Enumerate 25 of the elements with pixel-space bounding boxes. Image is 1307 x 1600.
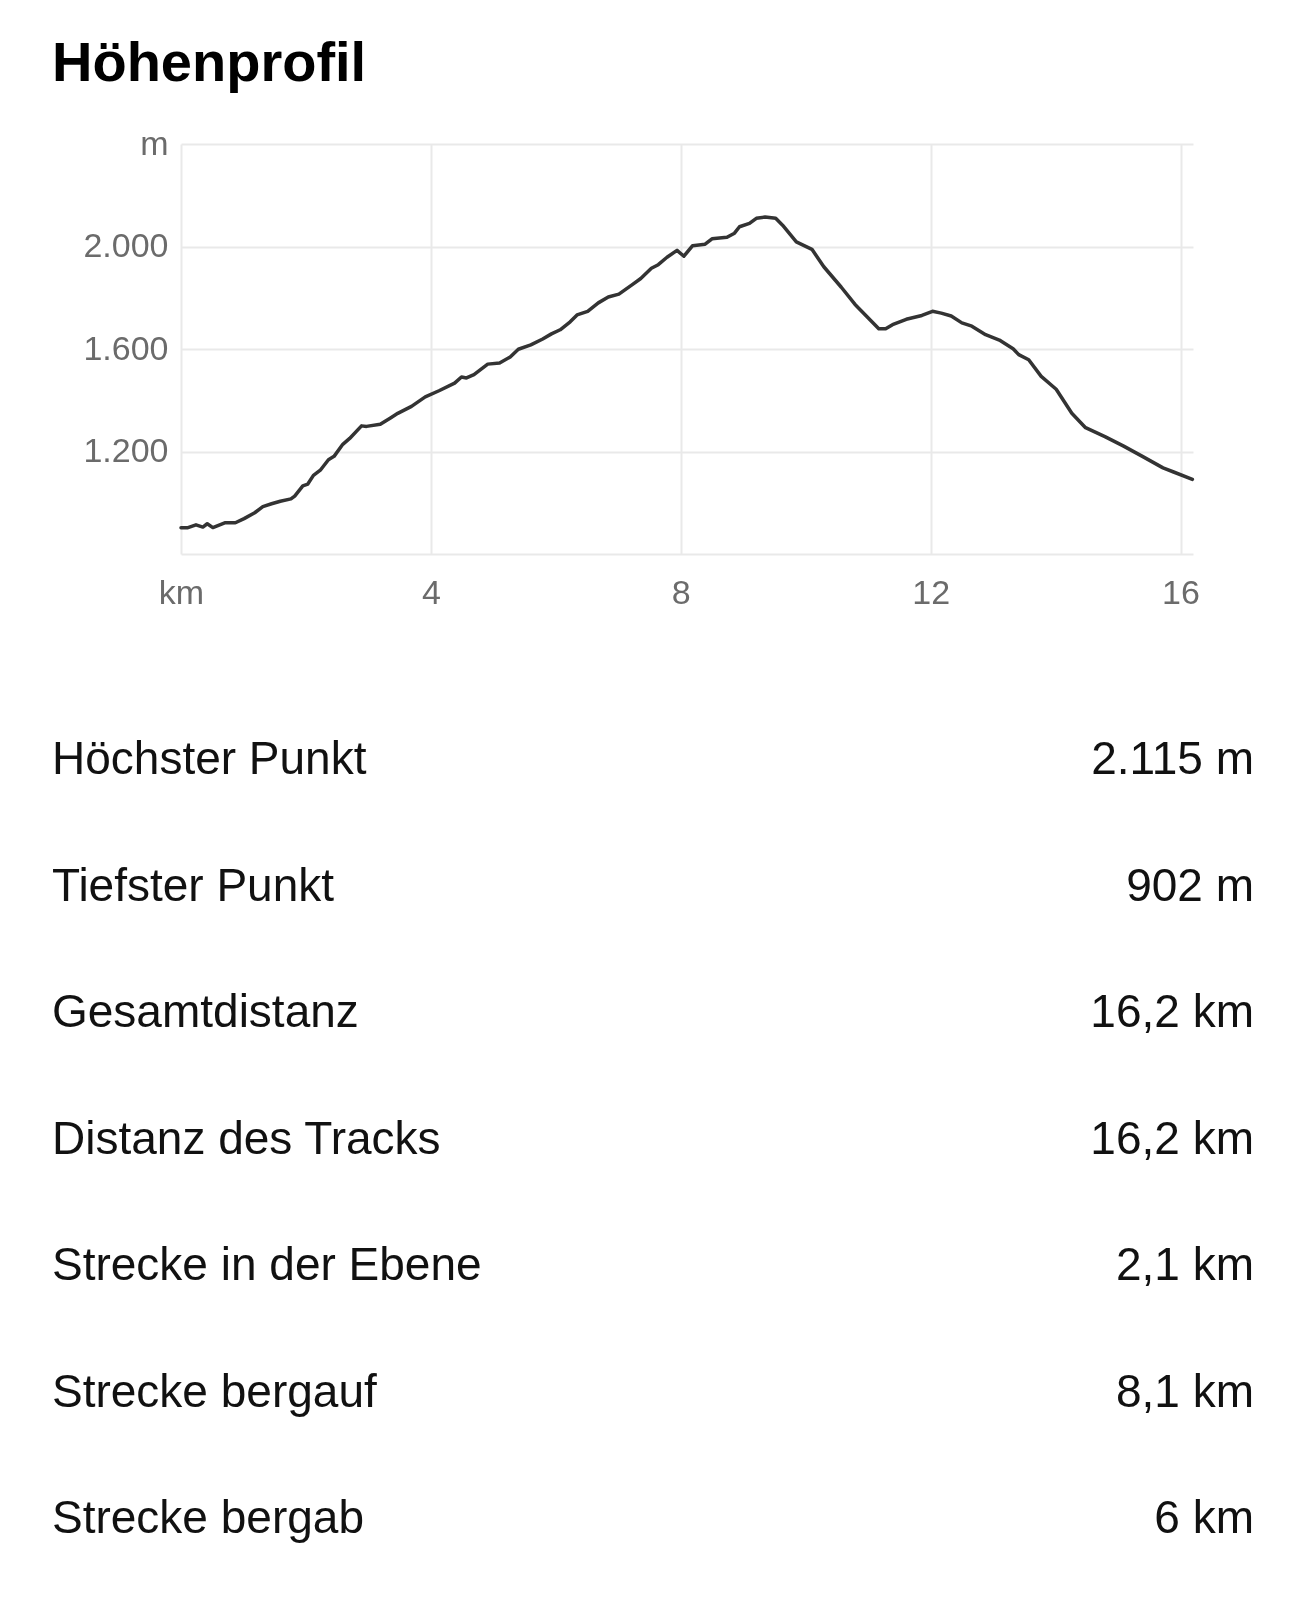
x-tick-label: 4 — [421, 572, 441, 611]
text: 902 m — [1126, 858, 1254, 911]
text: Gesamtdistanz — [52, 985, 359, 1037]
x-tick-label: km — [158, 572, 205, 611]
text: 6 km — [1154, 1491, 1254, 1543]
text: 16,2 km — [1090, 985, 1254, 1037]
text: Strecke bergab — [52, 1491, 364, 1543]
text: Distanz des Tracks — [52, 1111, 441, 1164]
y-tick-label: 2.000 — [83, 226, 169, 264]
y-tick-label: 1.600 — [83, 328, 169, 367]
line-series — [179, 215, 1195, 530]
text: Tiefster Punkt — [52, 858, 335, 911]
text: 8,1 km — [1115, 1364, 1254, 1417]
text: 2.115 m — [1091, 732, 1254, 784]
x-tick-label: 16 — [1162, 572, 1200, 611]
y-tick-label: m — [140, 123, 169, 162]
x-tick-label: 8 — [671, 572, 691, 611]
text: Höchster Punkt — [52, 732, 367, 784]
text: 2,1 km — [1115, 1238, 1254, 1290]
chart-title: Höhenprofil — [52, 30, 367, 93]
x-tick-label: 12 — [912, 572, 951, 611]
text: Strecke in der Ebene — [52, 1238, 482, 1290]
y-tick-label: 1.200 — [83, 431, 169, 469]
text: Strecke bergauf — [52, 1364, 377, 1417]
text: 16,2 km — [1090, 1111, 1254, 1164]
